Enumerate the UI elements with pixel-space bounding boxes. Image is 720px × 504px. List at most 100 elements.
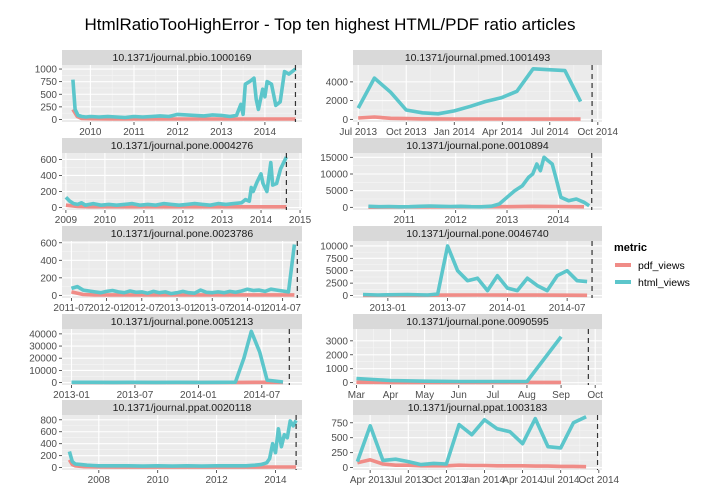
x-tick-label: Aug <box>518 390 536 401</box>
facet-strip <box>353 314 602 329</box>
legend: metric pdf_views html_views <box>614 242 690 289</box>
y-tick-label: 0 <box>342 378 348 389</box>
facet-strip-title: 10.1371/journal.ppat.0020118 <box>113 402 252 414</box>
y-tick-label: 250 <box>40 102 57 113</box>
x-tick-label: 2008 <box>88 475 111 486</box>
y-tick-label: 750 <box>40 77 57 88</box>
y-tick-label: 15000 <box>320 153 348 164</box>
y-tick-label: 500 <box>331 433 348 444</box>
y-tick-label: 0 <box>342 291 348 302</box>
y-tick-label: 500 <box>40 90 57 101</box>
x-tick-label: Apr 2014 <box>502 475 543 486</box>
series-line-pdf-views <box>71 290 295 297</box>
y-tick-label: 0 <box>51 378 57 389</box>
x-tick-label: Sep <box>552 390 570 401</box>
facet-panel: 10.1371/journal.pone.0051213 010000200003… <box>29 314 302 401</box>
series-line-html-views <box>67 419 298 468</box>
facet-strip <box>62 226 302 241</box>
series-line-html-views <box>356 335 563 384</box>
facet-strip-title: 10.1371/journal.ppat.1003183 <box>408 402 548 414</box>
y-tick-label: 400 <box>40 171 57 182</box>
y-tick-label: 1000 <box>35 65 58 76</box>
y-tick-label: 5000 <box>326 186 349 197</box>
series-line-html-views <box>362 244 588 297</box>
x-tick-label: 2012 <box>205 475 228 486</box>
series-line-html-views <box>70 244 297 296</box>
y-tick-label: 0 <box>51 115 57 126</box>
x-tick-label: 2013-01 <box>53 390 90 401</box>
facet-strip <box>353 400 602 415</box>
x-tick-label: Jul 2014 <box>542 475 580 486</box>
y-tick-label: 600 <box>40 427 57 438</box>
legend-label-html-views: html_views <box>638 277 690 289</box>
x-tick-label: 2011 <box>123 127 145 138</box>
x-tick-label: 2014-07 <box>264 303 301 314</box>
x-tick-label: 2010 <box>79 127 102 138</box>
facet-panels: 10.1371/journal.pbio.1000169025050075010… <box>29 50 620 486</box>
legend-item-html-views: html_views <box>614 275 690 289</box>
panel-background <box>353 65 602 122</box>
x-tick-label: 2010 <box>147 475 170 486</box>
x-tick-label: May <box>415 390 434 401</box>
y-tick-label: 0 <box>51 291 57 302</box>
y-tick-label: 1000 <box>326 364 349 375</box>
y-tick-label: 600 <box>40 238 57 249</box>
series-line-pdf-views <box>65 203 287 209</box>
facet-strip <box>62 314 302 329</box>
x-tick-label: 2012 <box>445 215 468 226</box>
x-tick-label: 2013-07 <box>117 390 154 401</box>
x-tick-label: 2013 <box>496 215 519 226</box>
x-tick-label: 2013-07 <box>429 303 466 314</box>
x-tick-label: Oct 2013 <box>386 127 427 138</box>
x-tick-label: 2013 <box>211 215 234 226</box>
series-line-pdf-views <box>358 115 581 121</box>
series-line-html-views <box>368 155 591 209</box>
y-tick-label: 5000 <box>326 266 349 277</box>
x-tick-label: Apr 2013 <box>350 475 391 486</box>
facet-strip-title: 10.1371/journal.pbio.1000169 <box>113 52 252 64</box>
y-tick-label: 40000 <box>29 329 57 340</box>
x-tick-label: 2013-07 <box>194 303 231 314</box>
series-line-pdf-views <box>356 457 587 469</box>
x-tick-label: Jul 2014 <box>531 127 569 138</box>
facet-panel: 10.1371/journal.pone.0090595 0 1000 2000 300… <box>326 314 603 401</box>
x-tick-label: Oct 2014 <box>579 475 620 486</box>
x-tick-label: Jul 2013 <box>339 127 377 138</box>
x-tick-label: 2013 <box>210 127 233 138</box>
panel-background <box>62 153 302 210</box>
x-tick-label: 2013-01 <box>159 303 196 314</box>
y-tick-label: 200 <box>40 451 57 462</box>
y-tick-label: 4000 <box>326 77 349 88</box>
x-tick-label: 2011-07 <box>53 303 89 314</box>
x-tick-label: 2011 <box>133 215 155 226</box>
x-tick-label: Oct 2013 <box>426 475 467 486</box>
panel-background <box>62 415 302 470</box>
y-tick-label: 250 <box>331 448 348 459</box>
facet-panel: 10.1371/journal.pone.0010894 0 5000 10000 15… <box>320 138 602 226</box>
x-tick-label: 2014-01 <box>489 303 526 314</box>
y-tick-label: 2000 <box>326 350 349 361</box>
facet-strip <box>353 50 602 65</box>
facet-panel: 10.1371/journal.ppat.0020118 020040060080… <box>40 400 302 486</box>
legend-item-pdf-views: pdf_views <box>614 258 685 272</box>
y-tick-label: 2500 <box>326 279 349 290</box>
y-tick-label: 30000 <box>29 342 57 353</box>
x-tick-label: 2012-01 <box>88 303 125 314</box>
x-tick-label: Jun <box>451 390 467 401</box>
y-tick-label: 400 <box>40 439 57 450</box>
x-tick-label: 2009 <box>55 215 78 226</box>
series-line-pdf-views <box>71 108 296 121</box>
x-tick-label: 2014 <box>254 127 277 138</box>
facet-strip-title: 10.1371/journal.pone.0004276 <box>111 140 254 152</box>
facet-strip <box>62 138 302 153</box>
x-tick-label: 2014 <box>547 215 570 226</box>
facet-panel: 10.1371/journal.pone.0023786 0 200 400 600 20… <box>40 226 302 314</box>
facet-strip <box>62 400 302 415</box>
panel-background <box>353 153 602 210</box>
x-tick-label: Jul <box>486 390 499 401</box>
y-tick-label: 7500 <box>326 254 349 265</box>
facet-strip <box>353 138 602 153</box>
y-tick-label: 10000 <box>320 241 348 252</box>
legend-title: metric <box>614 242 647 254</box>
legend-label-pdf-views: pdf_views <box>638 260 685 272</box>
